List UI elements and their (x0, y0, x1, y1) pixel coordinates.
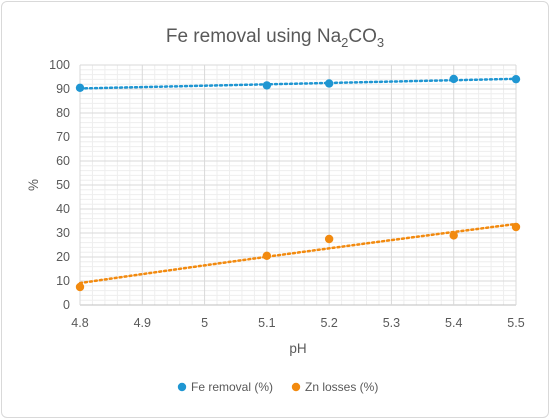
y-tick-label: 30 (56, 226, 70, 240)
chart-title-main: Fe removal using Na (166, 26, 342, 47)
trendline-series-2 (78, 222, 518, 285)
y-tick-label: 50 (56, 178, 70, 192)
y-tick-label: 0 (63, 298, 70, 312)
x-tick-label: 4.9 (134, 316, 151, 330)
minor-gridlines (80, 65, 516, 305)
chart-title-tail: CO (348, 26, 377, 47)
y-tick-label: 90 (56, 82, 70, 96)
y-tick-label: 60 (56, 154, 70, 168)
y-axis-label: % (26, 179, 41, 191)
chart-title-sub: 2 (341, 35, 348, 50)
y-tick-label: 70 (56, 130, 70, 144)
tick-labels: 0 10 20 30 40 50 60 70 80 90 100 4.8 4.9 5 5.1 5.2 5.3 5.… (49, 58, 525, 330)
data-point-series-2 (75, 282, 85, 292)
y-tick-label: 100 (49, 58, 70, 72)
x-tick-label: 5.3 (383, 316, 400, 330)
y-tick-label: 80 (56, 106, 70, 120)
data-point-series-2 (324, 234, 334, 244)
y-tick-label: 40 (56, 202, 70, 216)
chart-title: Fe removal using Na2CO3 (166, 26, 384, 50)
x-tick-label: 5 (201, 316, 208, 330)
major-gridlines (79, 64, 517, 306)
data-point-series-1 (262, 81, 272, 90)
x-tick-label: 5.5 (507, 316, 524, 330)
x-tick-label: 5.4 (445, 316, 462, 330)
data-point-series-1 (511, 74, 521, 84)
chart-title-sub2: 3 (377, 35, 384, 50)
legend-label-series-2: Zn losses (%) (305, 380, 378, 394)
data-point-series-1 (324, 79, 334, 88)
x-axis-label: pH (289, 341, 306, 356)
data-point-series-2 (511, 222, 521, 232)
legend: Fe removal (%) Zn losses (%) (177, 380, 378, 394)
y-tick-label: 10 (56, 274, 70, 288)
data-point-series-2 (449, 231, 458, 240)
x-tick-label: 5.2 (320, 316, 337, 330)
y-tick-label: 20 (56, 250, 70, 264)
legend-marker-series-2 (291, 382, 301, 392)
legend-marker-series-1 (177, 382, 187, 392)
data-point-series-1 (75, 83, 85, 93)
x-tick-label: 5.1 (258, 316, 275, 330)
data-points (75, 74, 521, 292)
trendlines (78, 77, 518, 285)
legend-label-series-1: Fe removal (%) (191, 380, 273, 394)
data-point-series-2 (262, 251, 272, 260)
trendline-series-1 (78, 77, 518, 90)
data-point-series-1 (449, 74, 458, 84)
x-tick-label: 4.8 (71, 316, 88, 330)
